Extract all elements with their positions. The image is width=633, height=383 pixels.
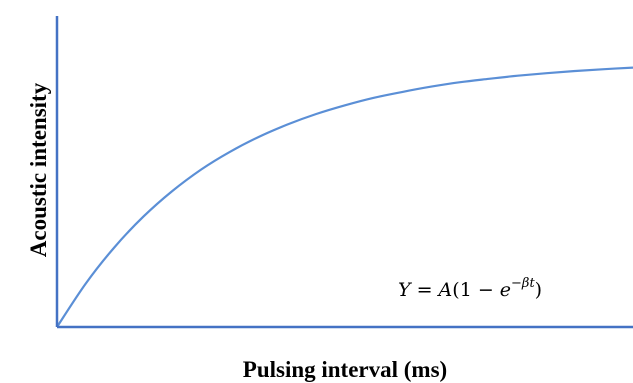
y-axis-title: Acoustic intensity: [26, 82, 51, 257]
equation-e: e: [500, 279, 511, 301]
equation-annotation: Y = A(1 − e−βt): [398, 276, 542, 301]
equation-y: Y: [398, 279, 413, 301]
equation-open: (1 −: [452, 279, 500, 301]
equation-close: ): [535, 279, 542, 301]
equation-a: A: [437, 279, 453, 301]
equation-exponent: −βt: [511, 276, 535, 291]
x-axis-title: Pulsing interval (ms): [243, 357, 447, 382]
series-line-1: [56, 66, 633, 328]
equation-equals: =: [411, 279, 439, 301]
plot-area: [56, 66, 633, 328]
